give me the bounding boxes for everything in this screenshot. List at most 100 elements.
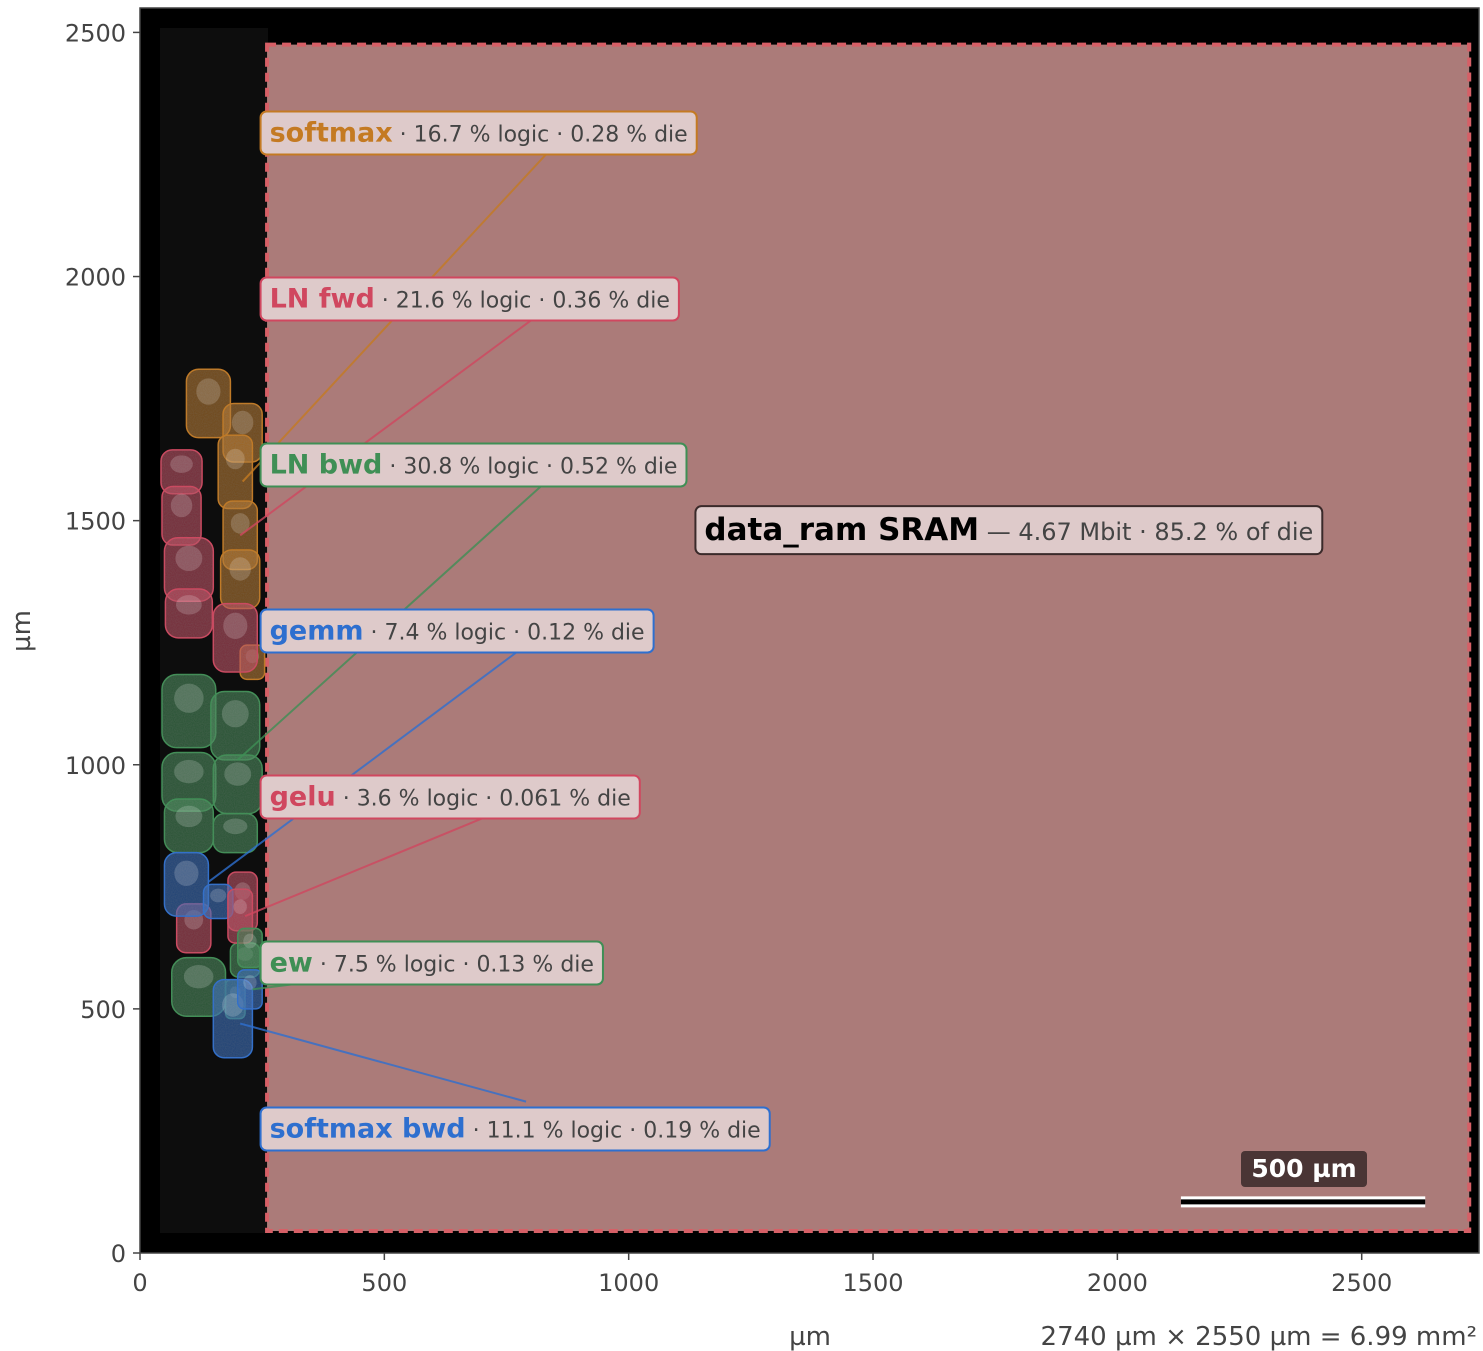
leader-line-gelu [244, 817, 483, 918]
separator: · [622, 1119, 643, 1144]
x-tick-label: 0 [132, 1269, 147, 1297]
module-cell-highlight [243, 933, 257, 949]
module-name: LN fwd [270, 284, 375, 315]
y-tick-label: 0 [111, 1240, 126, 1268]
separator: · [313, 953, 334, 978]
leader-line-ln-fwd [239, 319, 532, 537]
module-label-ew: ew · 7.5 % logic · 0.13 % die [259, 940, 604, 986]
module-cell-highlight [229, 557, 251, 581]
separator: · [382, 455, 403, 480]
module-cell-texture [203, 884, 233, 919]
label-text: ew · 7.5 % logic · 0.13 % die [270, 948, 594, 979]
module-name: ew [270, 948, 313, 979]
separator: · [549, 123, 570, 148]
module-logic-share: 21.6 % logic [396, 289, 532, 314]
module-cell-highlight [174, 683, 204, 713]
module-cell-highlight [175, 805, 203, 828]
module-labels-layer: softmax · 16.7 % logic · 0.28 % die LN fw… [259, 110, 1324, 1152]
module-cell-highlight [196, 378, 221, 405]
module-cell-highlight [223, 612, 248, 640]
label-text: data_ram SRAM — 4.67 Mbit · 85.2 % of di… [704, 512, 1313, 548]
module-logic-share: 11.1 % logic [487, 1119, 623, 1144]
scale-bar-label-bg [1241, 1151, 1367, 1187]
module-name: gelu [270, 782, 336, 813]
module-die-share: 0.13 % die [476, 953, 594, 978]
label-box [259, 110, 698, 156]
separator: · [506, 621, 527, 646]
module-cell-highlight [170, 455, 193, 473]
module-cells-gemm [163, 851, 234, 920]
module-logic-share: 16.7 % logic [414, 123, 550, 148]
module-cell-highlight [170, 493, 193, 518]
label-box [259, 940, 604, 986]
module-cell-texture [237, 928, 263, 968]
module-cell-highlight [175, 545, 203, 572]
y-tick-label: 2500 [65, 19, 126, 47]
module-cell-highlight [221, 700, 249, 728]
module-name: gemm [270, 616, 364, 647]
leader-line-gemm [207, 651, 517, 883]
module-logic-share: 30.8 % logic [403, 455, 539, 480]
module-cell-texture [164, 537, 214, 602]
module-die-share: 0.19 % die [643, 1119, 761, 1144]
scale-bar: 500 µm [1180, 1151, 1426, 1208]
separator: · [539, 455, 560, 480]
label-text: LN bwd · 30.8 % logic · 0.52 % die [270, 450, 678, 481]
module-label-gemm: gemm · 7.4 % logic · 0.12 % die [259, 608, 655, 654]
label-box [694, 505, 1324, 556]
module-logic-share: 3.6 % logic [357, 787, 479, 812]
label-text: gelu · 3.6 % logic · 0.061 % die [270, 782, 631, 813]
module-cell-highlight [243, 975, 257, 990]
label-box [259, 1106, 771, 1152]
module-cell-texture [213, 755, 263, 814]
module-logic-share: 7.4 % logic [384, 621, 506, 646]
module-cells-ln-bwd [161, 673, 263, 1017]
separator: · [375, 289, 396, 314]
module-name: softmax bwd [270, 1114, 466, 1145]
module-cell-texture [161, 752, 216, 812]
module-cell-highlight [230, 513, 250, 534]
label-text: softmax · 16.7 % logic · 0.28 % die [270, 118, 688, 149]
module-cell-highlight [174, 860, 199, 886]
module-cell-texture [210, 691, 260, 760]
scale-bar-label: 500 µm [1251, 1154, 1356, 1183]
y-tick-label: 2000 [65, 264, 126, 292]
separator: · [466, 1119, 487, 1144]
module-die-share: 0.061 % die [499, 787, 630, 812]
plot-frame [139, 7, 1480, 1254]
module-die-share: 0.28 % die [570, 123, 688, 148]
separator: · [531, 289, 552, 314]
module-cell-texture [213, 603, 258, 672]
axes-layer: 0 500 1000 1500 2000 2500 0 500 1000 1500 2000 2500 [65, 19, 1392, 1297]
module-cell-highlight [183, 964, 214, 989]
y-tick-label: 1000 [65, 752, 126, 780]
module-cell-highlight [210, 888, 227, 903]
module-cell-texture [220, 549, 260, 609]
module-cell-highlight [174, 759, 204, 784]
module-cell-texture [164, 852, 209, 917]
module-die-share: 0.52 % die [560, 455, 678, 480]
y-axis-label: µm [7, 610, 37, 652]
module-cell-texture [237, 969, 263, 1009]
separator: · [455, 953, 476, 978]
module-cell-highlight [223, 818, 248, 835]
separator: · [478, 787, 499, 812]
label-text: LN fwd · 21.6 % logic · 0.36 % die [270, 284, 670, 315]
module-cell-texture [161, 449, 203, 494]
module-cell-highlight [175, 595, 202, 615]
label-text: softmax bwd · 11.1 % logic · 0.19 % die [270, 1114, 761, 1145]
module-cell-highlight [233, 899, 247, 915]
module-name: softmax [270, 118, 393, 149]
module-label-ln-fwd: LN fwd · 21.6 % logic · 0.36 % die [259, 276, 680, 322]
module-cell-highlight [231, 410, 254, 435]
sram-label: data_ram SRAM — 4.67 Mbit · 85.2 % of di… [694, 505, 1324, 556]
sram-name: data_ram SRAM [704, 512, 979, 548]
module-cell-texture [218, 435, 253, 509]
label-box [259, 442, 688, 488]
x-tick-label: 2500 [1331, 1269, 1392, 1297]
x-axis-label: µm [789, 1322, 831, 1351]
label-box [259, 774, 641, 820]
module-logic-share: 7.5 % logic [334, 953, 456, 978]
module-cell-texture [165, 589, 213, 638]
module-label-softmax: softmax · 16.7 % logic · 0.28 % die [259, 110, 698, 156]
